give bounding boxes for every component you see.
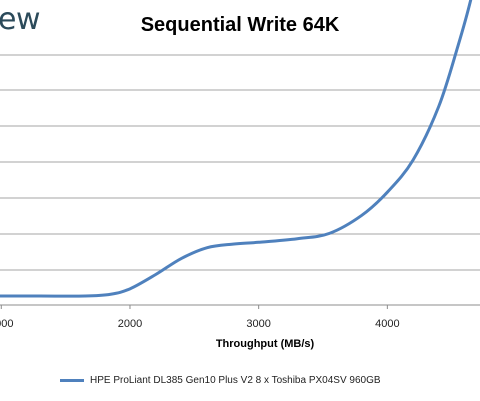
x-tick-label: 2000 — [118, 318, 142, 330]
x-tick-label: 4000 — [375, 318, 399, 330]
series-line — [0, 0, 473, 298]
legend-swatch — [60, 378, 84, 382]
chart-title: Sequential Write 64K — [140, 14, 340, 36]
x-axis-label: Throughput (MB/s) — [215, 338, 315, 350]
legend: HPE ProLiant DL385 Gen10 Plus V2 8 x Tos… — [60, 370, 381, 390]
x-tick-label: 3000 — [246, 318, 270, 330]
legend-label: HPE ProLiant DL385 Gen10 Plus V2 8 x Tos… — [90, 374, 381, 386]
brand-logo-fragment: ew — [0, 2, 41, 37]
x-tick-label: 1000 — [0, 318, 14, 330]
